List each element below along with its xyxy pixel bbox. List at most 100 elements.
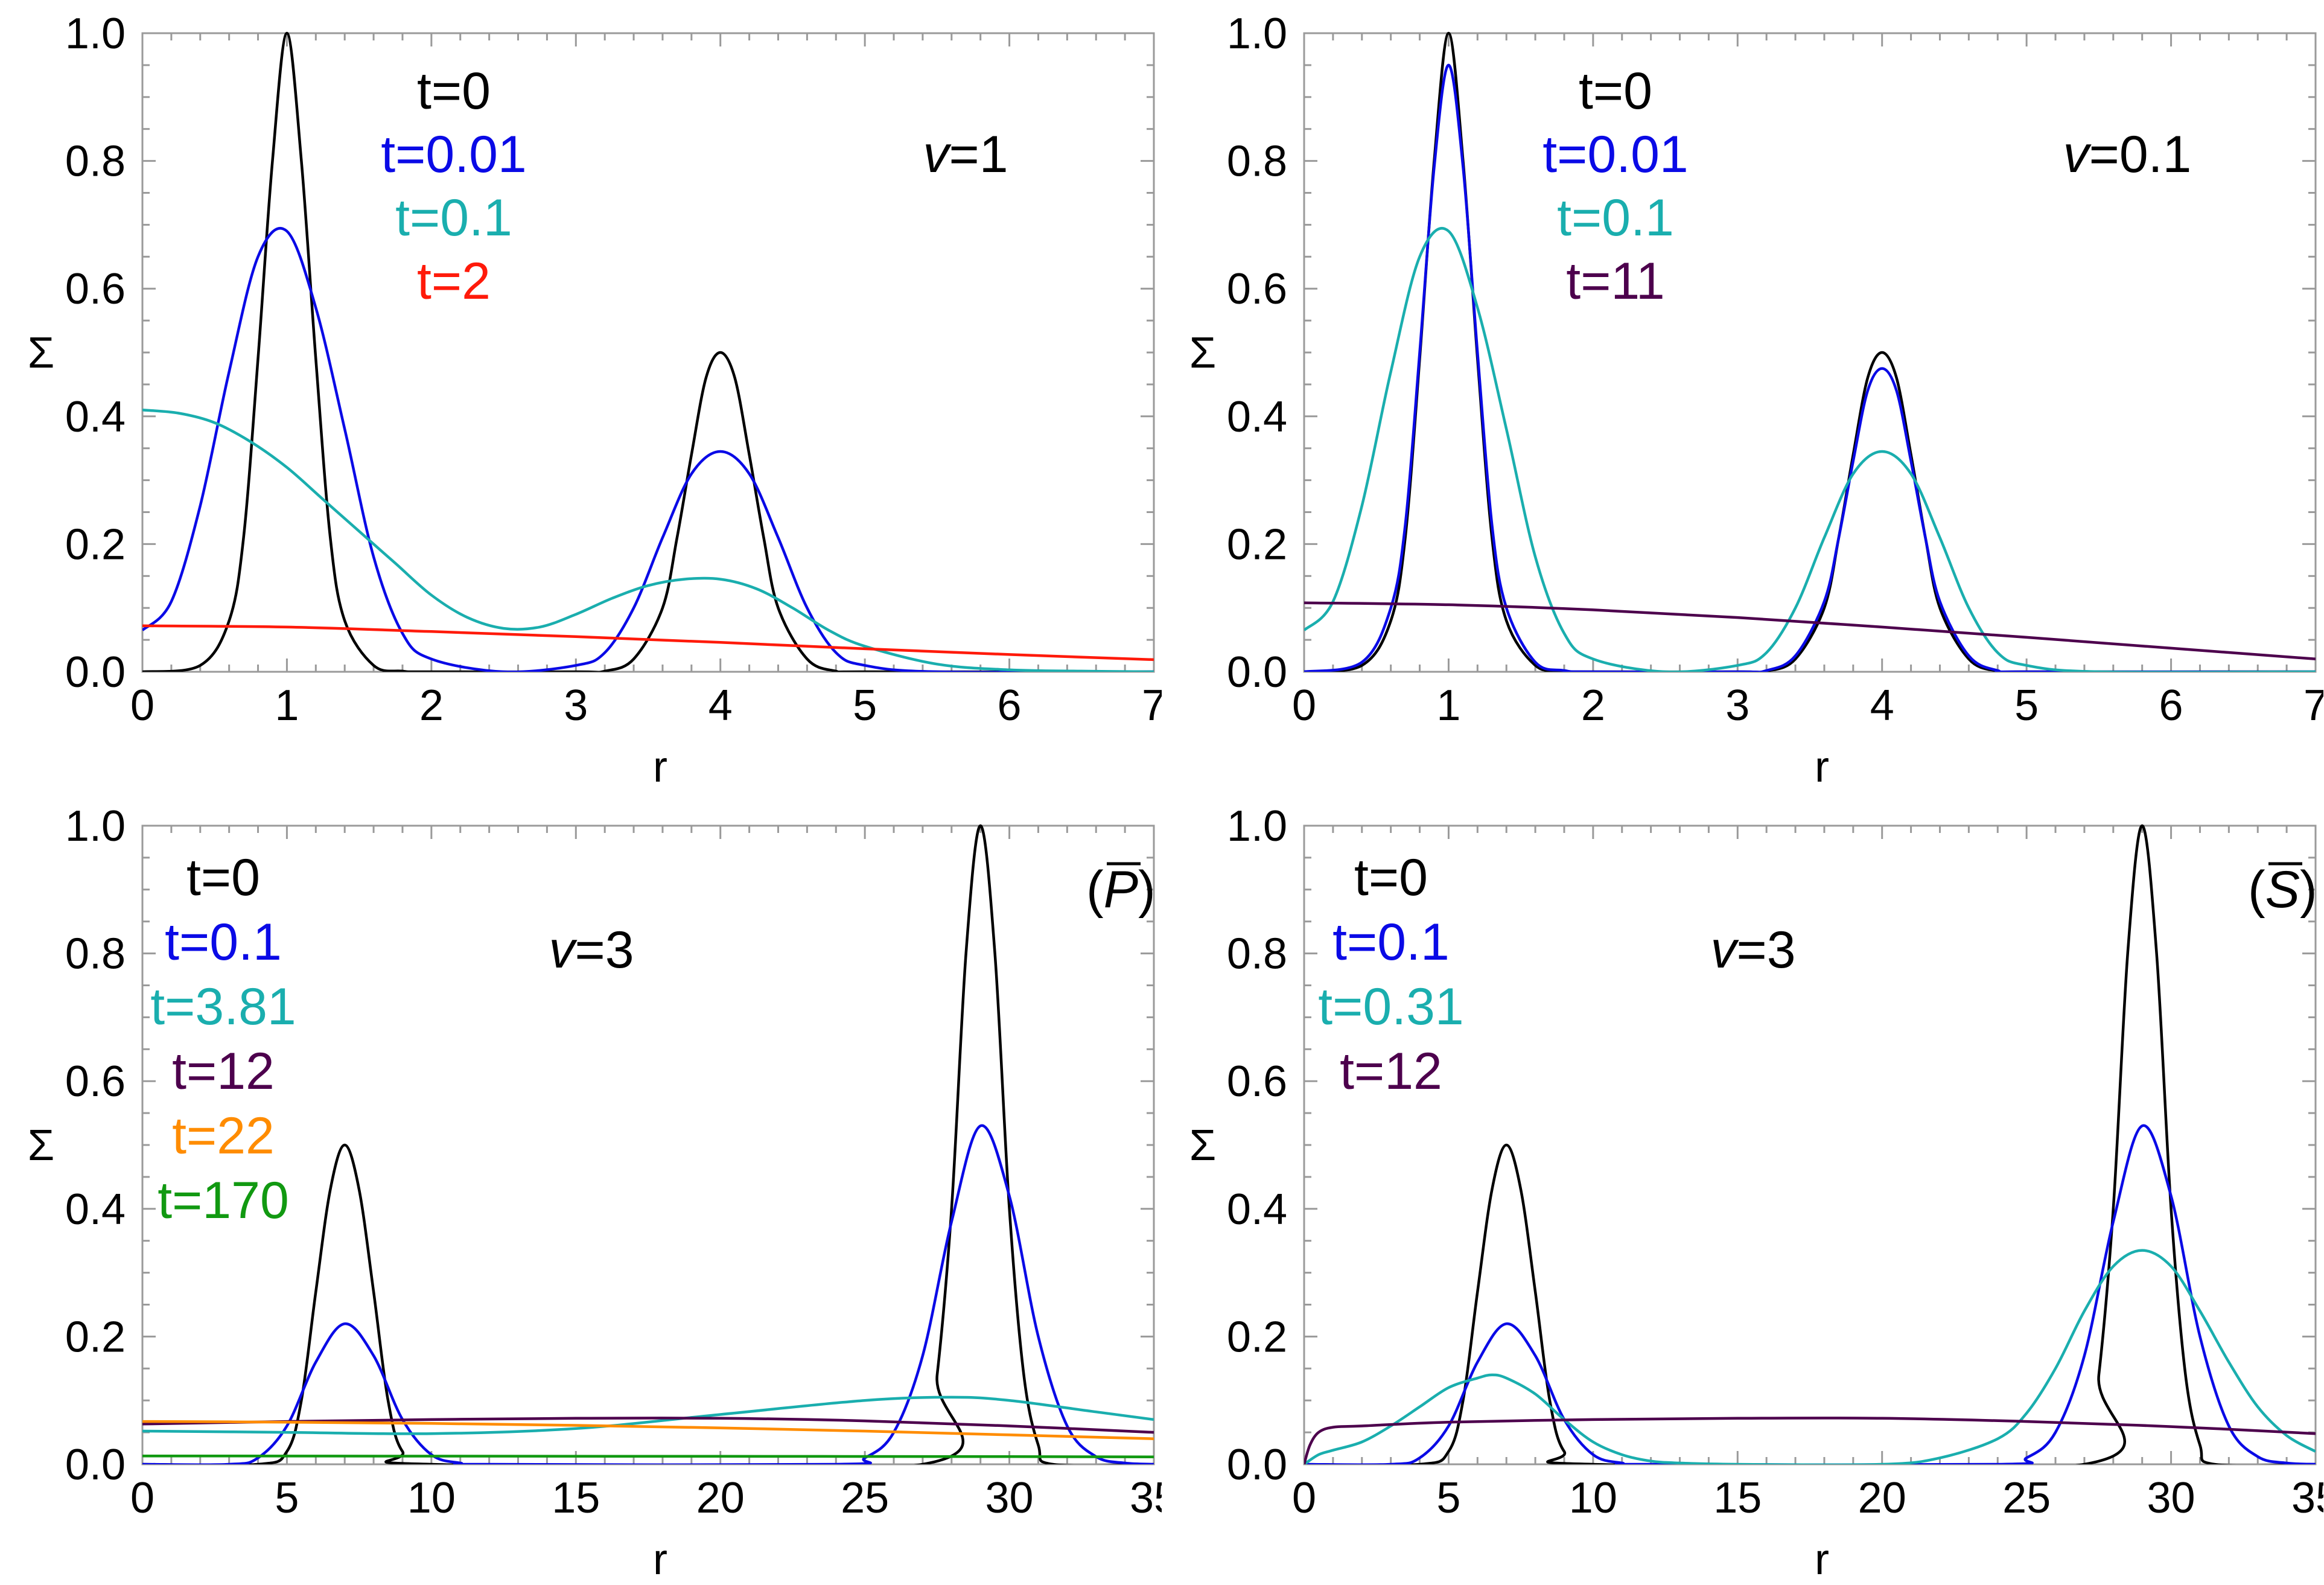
legend-item: t=11 bbox=[1566, 252, 1664, 310]
series-group bbox=[1304, 31, 2316, 672]
x-tick-label: 5 bbox=[275, 1474, 299, 1522]
x-tick-label: 1 bbox=[1436, 681, 1460, 730]
series-line-t-170 bbox=[142, 1454, 1154, 1459]
velocity-value: =1 bbox=[949, 126, 1008, 183]
x-tick-label: 20 bbox=[1858, 1474, 1906, 1522]
legend-item: t=0 bbox=[1354, 849, 1428, 907]
corner-letter: S bbox=[2265, 861, 2300, 919]
legend-item: t=0.01 bbox=[381, 126, 527, 183]
velocity-symbol: v bbox=[549, 921, 578, 979]
x-tick-label: 1 bbox=[275, 681, 299, 730]
velocity-annotation: v=3 bbox=[1710, 921, 1795, 979]
x-tick-label: 5 bbox=[1436, 1474, 1460, 1522]
y-axis-label: Σ bbox=[1189, 329, 1217, 377]
corner-open: ( bbox=[1086, 861, 1104, 919]
x-axis-label: r bbox=[1815, 1536, 1829, 1584]
y-tick-label: 0.4 bbox=[65, 1185, 126, 1234]
series-line-t-3-81 bbox=[142, 1395, 1154, 1435]
series-line-t-22 bbox=[142, 1420, 1154, 1440]
series-line-t-12 bbox=[1304, 1417, 2316, 1464]
y-axis-label: Σ bbox=[28, 329, 55, 377]
x-tick-label: 0 bbox=[1292, 681, 1316, 730]
x-tick-label: 35 bbox=[2291, 1474, 2323, 1522]
velocity-symbol: v bbox=[1710, 921, 1739, 979]
velocity-value: =3 bbox=[575, 921, 634, 979]
x-tick-label: 4 bbox=[1870, 681, 1894, 730]
y-tick-label: 0.0 bbox=[65, 648, 126, 697]
x-tick-label: 25 bbox=[2002, 1474, 2051, 1522]
x-tick-label: 3 bbox=[564, 681, 588, 730]
y-tick-label: 0.4 bbox=[65, 393, 126, 441]
velocity-annotation: v=1 bbox=[923, 126, 1008, 183]
x-tick-label: 30 bbox=[2147, 1474, 2195, 1522]
series-group bbox=[142, 31, 1154, 672]
x-tick-label: 25 bbox=[841, 1474, 889, 1522]
x-tick-label: 2 bbox=[419, 681, 444, 730]
legend-item: t=170 bbox=[158, 1172, 289, 1229]
series-line-t-11 bbox=[1304, 601, 2316, 661]
x-tick-label: 2 bbox=[1581, 681, 1605, 730]
y-tick-label: 0.8 bbox=[1227, 138, 1287, 186]
y-tick-label: 0.0 bbox=[65, 1441, 126, 1489]
velocity-annotation: v=3 bbox=[549, 921, 634, 979]
x-tick-label: 20 bbox=[696, 1474, 745, 1522]
y-tick-label: 0.4 bbox=[1227, 393, 1287, 441]
legend-item: t=12 bbox=[1340, 1042, 1442, 1100]
y-tick-label: 1.0 bbox=[65, 802, 126, 850]
series-line-t-0 bbox=[142, 824, 1154, 1464]
y-tick-label: 1.0 bbox=[65, 10, 126, 58]
x-tick-label: 15 bbox=[1713, 1474, 1762, 1522]
y-tick-label: 0.8 bbox=[65, 930, 126, 978]
y-tick-label: 0.2 bbox=[1227, 1313, 1287, 1361]
legend-item: t=0.1 bbox=[165, 913, 282, 971]
series-line-t-0 bbox=[1304, 824, 2316, 1464]
corner-open: ( bbox=[2248, 861, 2265, 919]
chart-svg: 0.0 0.2 0.4 0.6 0.8 1.0 0 1 2 3 4 5 6 7 r Σt=0 t=0.01 t=0… bbox=[28, 10, 1162, 791]
y-tick-label: 0.8 bbox=[1227, 930, 1287, 978]
series-group bbox=[142, 824, 1154, 1464]
x-tick-label: 0 bbox=[130, 681, 154, 730]
x-tick-label: 10 bbox=[1569, 1474, 1617, 1522]
y-tick-label: 0.0 bbox=[1227, 1441, 1287, 1489]
legend-item: t=0.1 bbox=[395, 189, 512, 247]
x-tick-label: 5 bbox=[2014, 681, 2039, 730]
x-tick-label: 6 bbox=[2159, 681, 2183, 730]
x-tick-label: 0 bbox=[1292, 1474, 1316, 1522]
series-line-t-0-1 bbox=[1304, 227, 2316, 672]
series-line-t-0-1 bbox=[1304, 1124, 2316, 1464]
chart-svg: 0.0 0.2 0.4 0.6 0.8 1.0 0 5 10 15 20 25 30 35 r Σt=0 t=0… bbox=[28, 802, 1162, 1584]
legend-item: t=2 bbox=[417, 252, 491, 310]
velocity-symbol: v bbox=[2063, 126, 2092, 183]
y-tick-label: 0.2 bbox=[1227, 520, 1287, 569]
x-tick-label: 35 bbox=[1130, 1474, 1162, 1522]
chart-svg: 0.0 0.2 0.4 0.6 0.8 1.0 0 5 10 15 20 25 30 35 r Σt=0 t=0… bbox=[1189, 802, 2323, 1584]
chart-svg: 0.0 0.2 0.4 0.6 0.8 1.0 0 1 2 3 4 5 6 7 r Σt=0 t=0.01 t=0… bbox=[1189, 10, 2323, 791]
y-axis-label: Σ bbox=[28, 1121, 55, 1170]
legend-item: t=0.31 bbox=[1318, 978, 1464, 1036]
corner-letter: P bbox=[1104, 861, 1138, 919]
corner-close: ) bbox=[2300, 861, 2317, 919]
corner-label: (S) bbox=[2248, 861, 2317, 919]
y-tick-label: 0.6 bbox=[65, 1057, 126, 1106]
corner-close: ) bbox=[1138, 861, 1156, 919]
y-tick-label: 0.6 bbox=[1227, 1057, 1287, 1106]
x-axis-label: r bbox=[653, 743, 667, 791]
legend-item: t=0 bbox=[1579, 62, 1652, 120]
legend-item: t=22 bbox=[172, 1107, 275, 1165]
plot-frame bbox=[141, 824, 1155, 1465]
y-tick-label: 0.8 bbox=[65, 138, 126, 186]
x-tick-label: 0 bbox=[130, 1474, 154, 1522]
legend-item: t=3.81 bbox=[150, 978, 296, 1036]
y-tick-label: 1.0 bbox=[1227, 802, 1287, 850]
x-axis-label: r bbox=[1815, 743, 1829, 791]
velocity-value: =0.1 bbox=[2089, 126, 2192, 183]
x-axis-label: r bbox=[653, 1536, 667, 1584]
panel-bottom-right: 0.0 0.2 0.4 0.6 0.8 1.0 0 5 10 15 20 25 30 35 r Σt=0 t=0… bbox=[1162, 792, 2323, 1585]
x-tick-label: 15 bbox=[552, 1474, 600, 1522]
x-tick-label: 6 bbox=[998, 681, 1022, 730]
legend-item: t=0 bbox=[186, 849, 260, 907]
y-tick-label: 0.4 bbox=[1227, 1185, 1287, 1234]
series-group bbox=[1304, 824, 2316, 1464]
